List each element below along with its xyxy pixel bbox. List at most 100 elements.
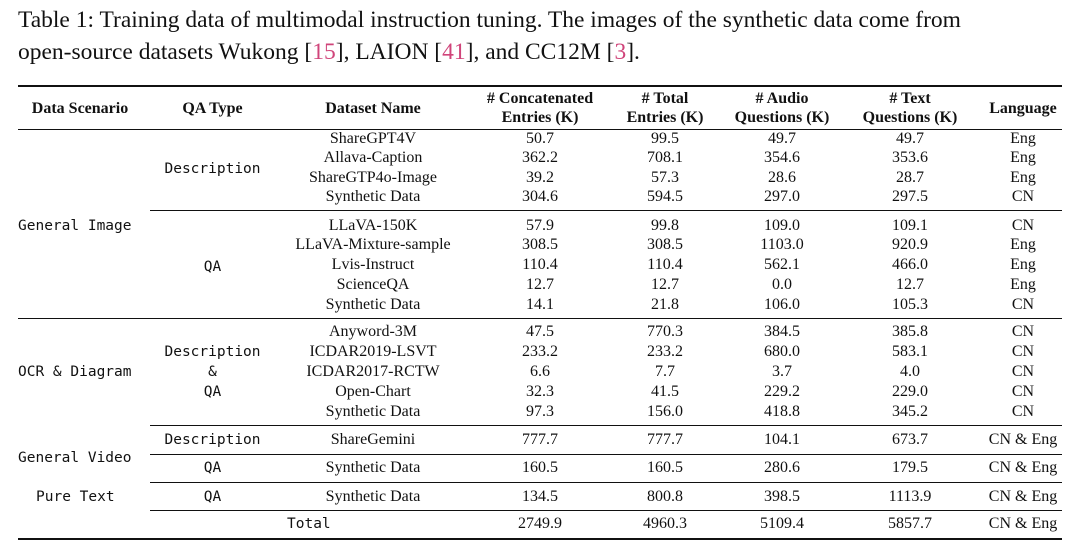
scenario-ocr-diagram: OCR & Diagram xyxy=(18,364,132,380)
caption-text: open-source datasets Wukong [ xyxy=(18,39,313,65)
header-dataset: Dataset Name xyxy=(325,100,421,117)
concat-entries-cell: 14.1 xyxy=(526,296,554,313)
audio-questions-cell: 109.0 xyxy=(764,217,800,234)
total-entries-cell: 233.2 xyxy=(647,343,683,360)
header-total: # Total xyxy=(641,90,689,107)
language-cell: Eng xyxy=(1010,256,1036,273)
caption-line-2: open-source datasets Wukong [15], LAION … xyxy=(18,36,1068,68)
text-questions-cell: 297.5 xyxy=(892,188,928,205)
total-entries-cell: 800.8 xyxy=(647,488,683,505)
audio-questions-cell: 28.6 xyxy=(768,169,796,186)
concat-entries-cell: 57.9 xyxy=(526,217,554,234)
dataset-name-cell: Open-Chart xyxy=(335,383,411,400)
text-questions-cell: 105.3 xyxy=(892,296,928,313)
header-audio: # Audio xyxy=(755,90,809,107)
language-cell: CN xyxy=(1011,383,1035,400)
dataset-name-cell: Synthetic Data xyxy=(325,296,421,313)
audio-questions-cell: 354.6 xyxy=(764,149,800,166)
total-concat: 2749.9 xyxy=(518,515,562,532)
dataset-name-cell: ShareGemini xyxy=(330,431,416,448)
total-entries-cell: 21.8 xyxy=(651,296,679,313)
text-questions-cell: 353.6 xyxy=(892,149,928,166)
language-cell: CN & Eng xyxy=(988,459,1058,476)
qa-type-qa: QA xyxy=(203,384,222,400)
caption-line-1: Table 1: Training data of multimodal ins… xyxy=(18,7,961,33)
concat-entries-cell: 777.7 xyxy=(522,431,558,448)
language-cell: CN xyxy=(1011,403,1035,420)
top-rule xyxy=(18,85,1062,87)
total-entries-cell: 708.1 xyxy=(647,149,683,166)
language-cell: CN xyxy=(1011,323,1035,340)
text-questions-cell: 229.0 xyxy=(892,383,928,400)
section-rule xyxy=(150,510,1062,511)
citation-link[interactable]: 3 xyxy=(614,39,627,65)
total-label: Total xyxy=(287,516,331,532)
header-qa-type: QA Type xyxy=(182,100,243,117)
dataset-name-cell: LLaVA-150K xyxy=(328,217,418,234)
qa-type-qa: QA xyxy=(203,489,222,505)
total-entries-cell: 156.0 xyxy=(647,403,683,420)
concat-entries-cell: 50.7 xyxy=(526,130,554,147)
total-entries-cell: 110.4 xyxy=(647,256,683,273)
language-cell: Eng xyxy=(1010,130,1036,147)
language-cell: CN xyxy=(1011,363,1035,380)
audio-questions-cell: 106.0 xyxy=(764,296,800,313)
table-caption: Table 1: Training data of multimodal ins… xyxy=(18,4,1068,68)
text-questions-cell: 466.0 xyxy=(892,256,928,273)
language-cell: CN xyxy=(1011,217,1035,234)
citation-link[interactable]: 41 xyxy=(442,39,466,65)
dataset-name-cell: Lvis-Instruct xyxy=(331,256,415,273)
language-cell: Eng xyxy=(1010,276,1036,293)
concat-entries-cell: 47.5 xyxy=(526,323,554,340)
header-rule xyxy=(18,129,1062,130)
dataset-name-cell: ShareGTP4o-Image xyxy=(309,169,437,186)
dataset-name-cell: ShareGPT4V xyxy=(329,130,417,147)
total-audio: 5109.4 xyxy=(760,515,804,532)
concat-entries-cell: 12.7 xyxy=(526,276,554,293)
concat-entries-cell: 97.3 xyxy=(526,403,554,420)
header-concat: Entries (K) xyxy=(501,109,579,126)
header-scenario: Data Scenario xyxy=(31,100,129,117)
dataset-name-cell: Synthetic Data xyxy=(325,188,421,205)
text-questions-cell: 49.7 xyxy=(896,130,924,147)
dataset-name-cell: ICDAR2019-LSVT xyxy=(309,343,437,360)
audio-questions-cell: 0.0 xyxy=(772,276,792,293)
dataset-name-cell: Synthetic Data xyxy=(325,488,421,505)
total-entries-cell: 12.7 xyxy=(651,276,679,293)
section-rule xyxy=(150,482,1062,483)
text-questions-cell: 179.5 xyxy=(892,459,928,476)
text-questions-cell: 583.1 xyxy=(892,343,928,360)
qa-type-description: Description xyxy=(164,344,261,360)
language-cell: Eng xyxy=(1010,169,1036,186)
audio-questions-cell: 3.7 xyxy=(772,363,792,380)
header-text: # Text xyxy=(889,90,931,107)
total-entries-cell: 594.5 xyxy=(647,188,683,205)
language-cell: CN xyxy=(1011,188,1035,205)
concat-entries-cell: 32.3 xyxy=(526,383,554,400)
concat-entries-cell: 304.6 xyxy=(522,188,558,205)
language-cell: Eng xyxy=(1010,236,1036,253)
text-questions-cell: 1113.9 xyxy=(888,488,932,505)
language-cell: CN xyxy=(1011,343,1035,360)
audio-questions-cell: 297.0 xyxy=(764,188,800,205)
dataset-name-cell: LLaVA-Mixture-sample xyxy=(295,236,451,253)
qa-type-description: Description xyxy=(164,432,261,448)
bottom-rule xyxy=(18,538,1062,540)
header-audio: Questions (K) xyxy=(734,109,830,126)
dataset-name-cell: ScienceQA xyxy=(336,276,410,293)
audio-questions-cell: 104.1 xyxy=(764,431,800,448)
total-entries-cell: 770.3 xyxy=(647,323,683,340)
section-rule xyxy=(18,318,1062,319)
scenario-general-image: General Image xyxy=(18,218,132,234)
scenario-general-video: General Video xyxy=(18,450,132,466)
total-entries-cell: 308.5 xyxy=(647,236,683,253)
citation-link[interactable]: 15 xyxy=(312,39,336,65)
section-rule xyxy=(150,210,1062,211)
concat-entries-cell: 6.6 xyxy=(530,363,550,380)
total-entries-cell: 57.3 xyxy=(651,169,679,186)
qa-type-description: Description xyxy=(164,161,261,177)
text-questions-cell: 4.0 xyxy=(900,363,920,380)
qa-type-qa: QA xyxy=(203,259,222,275)
text-questions-cell: 109.1 xyxy=(892,217,928,234)
audio-questions-cell: 1103.0 xyxy=(760,236,804,253)
